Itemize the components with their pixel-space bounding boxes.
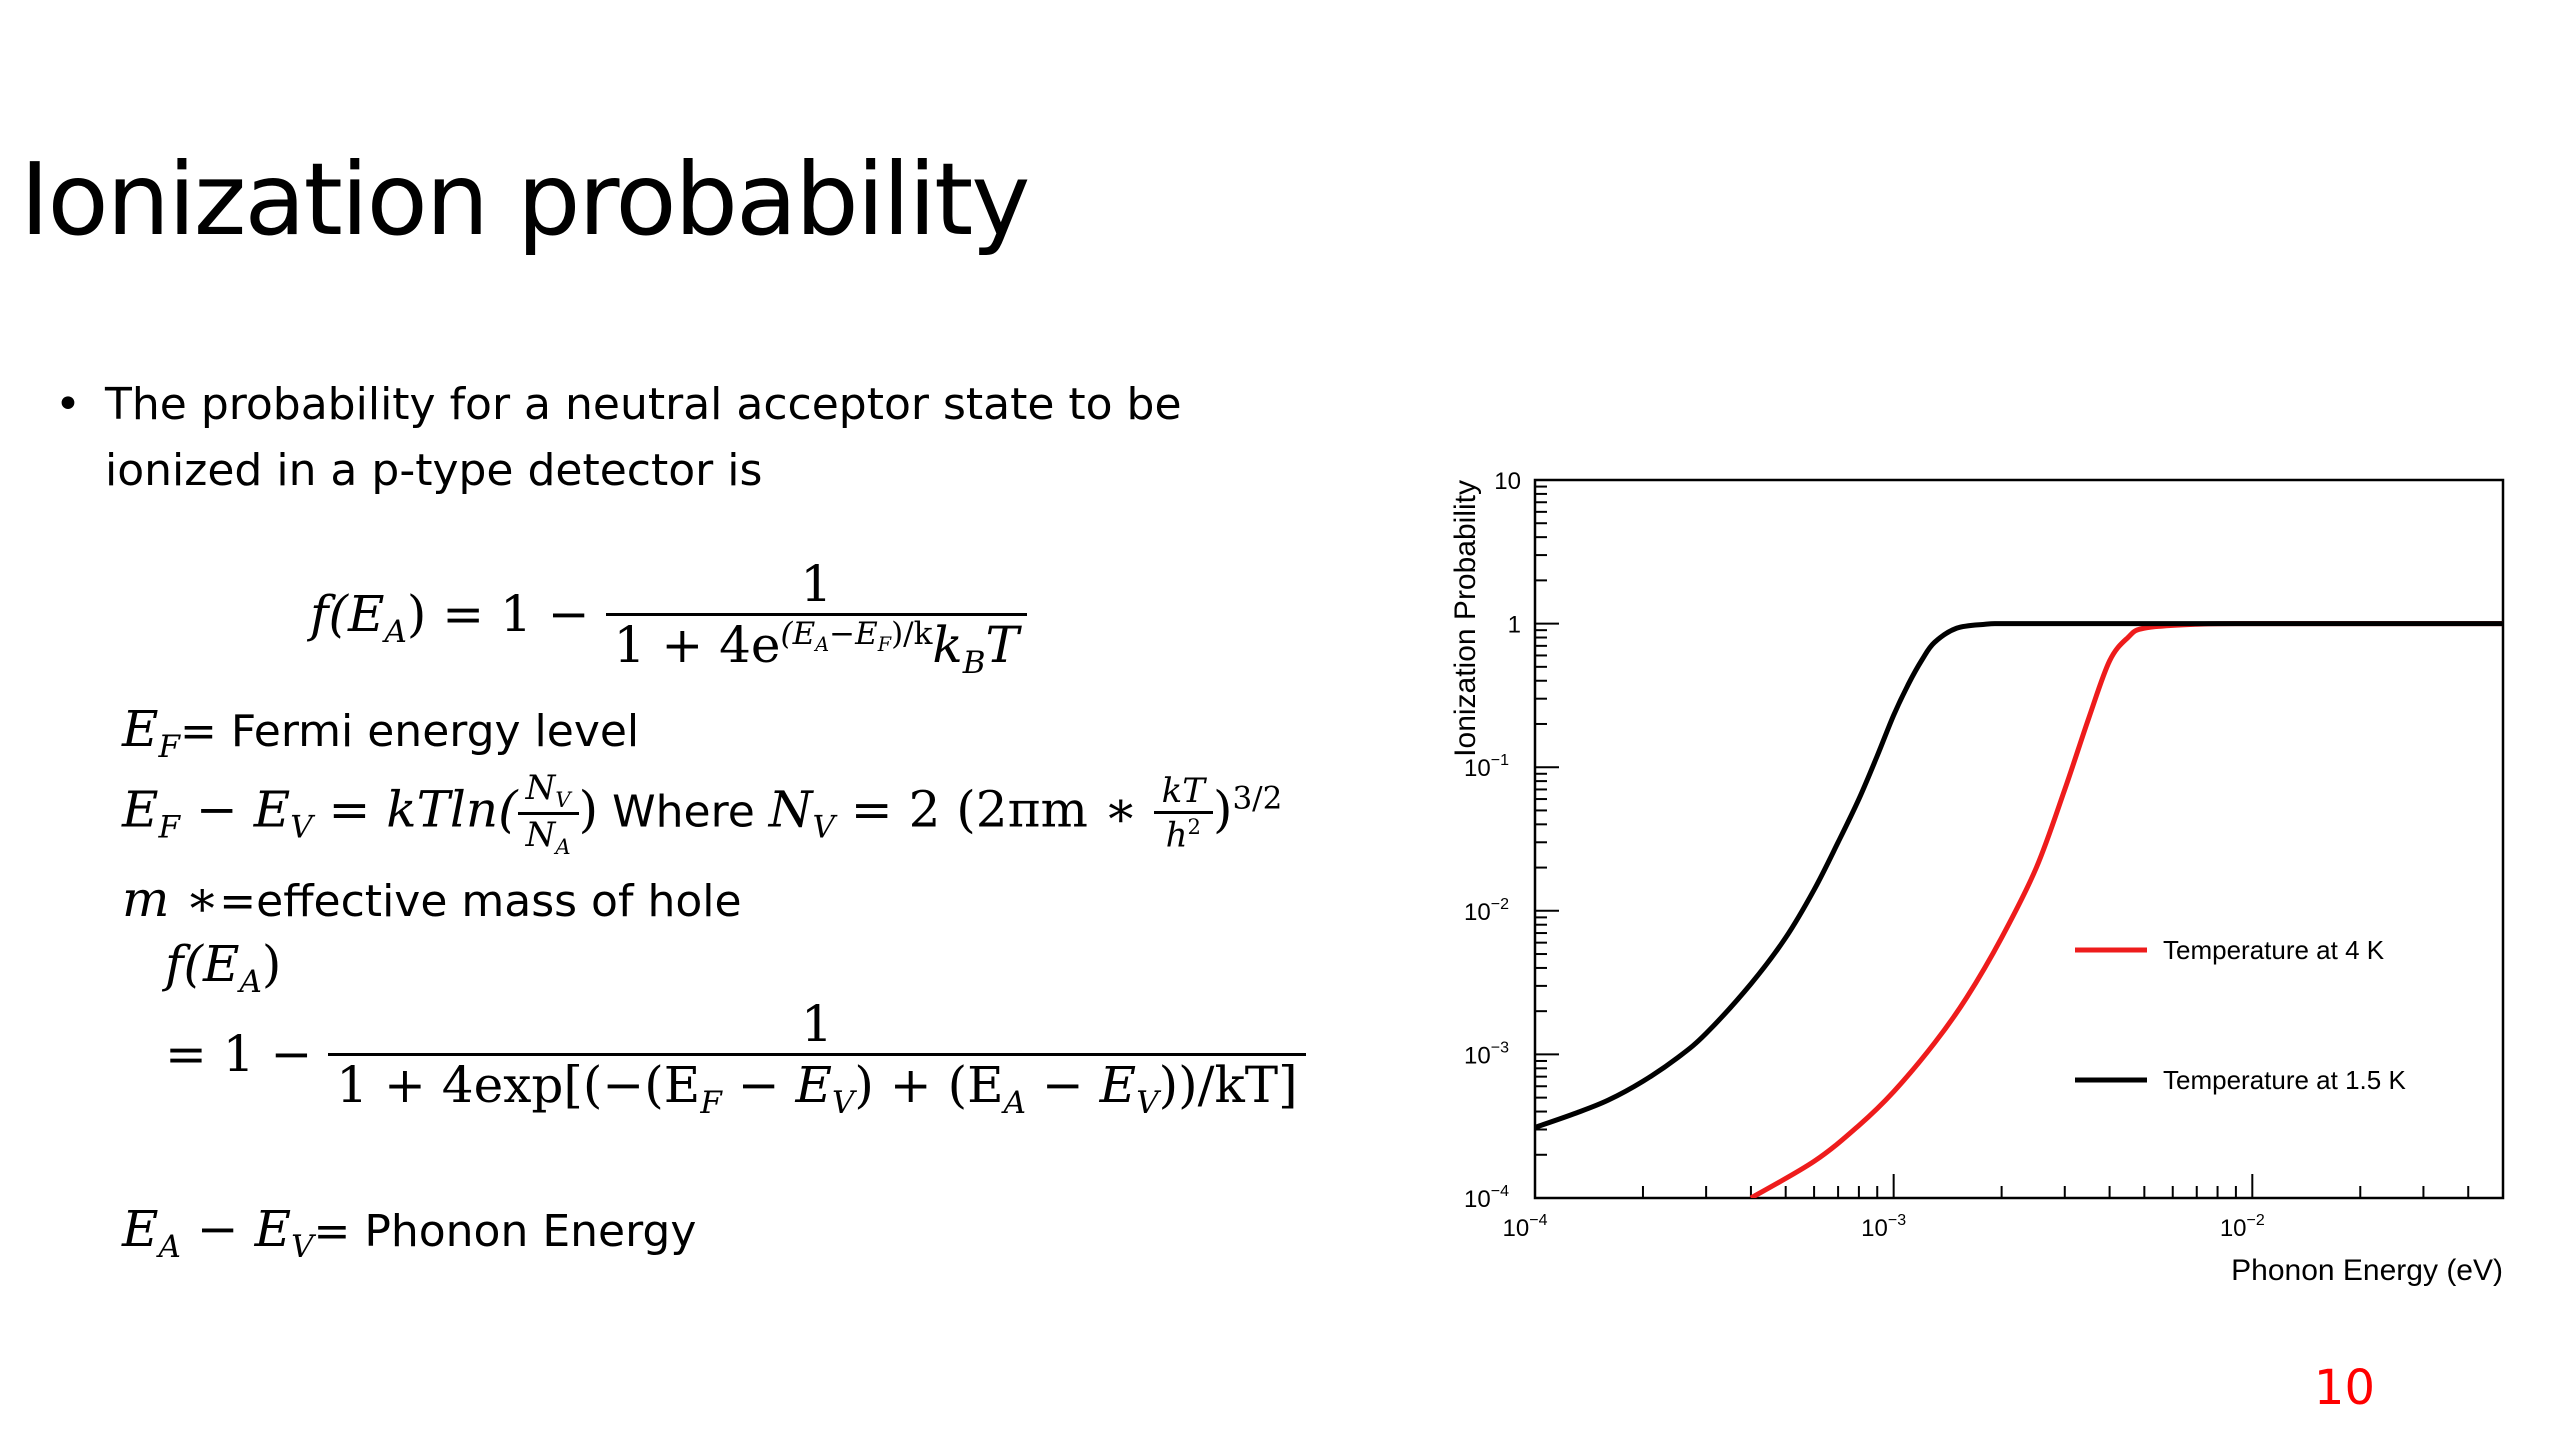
series-line xyxy=(1749,621,2503,1198)
series-line xyxy=(1535,621,2503,1130)
formula-ionization-probability: f(EA) = 1 − 1 1 + 4e(EA−EF)/kkBT xyxy=(310,555,1027,681)
bullet-point: • The probability for a neutral acceptor… xyxy=(55,372,1245,504)
x-tick-label: 10−3 xyxy=(1861,1212,1906,1242)
ionization-probability-chart: 10−4 10−3 10−2 10−4 10−3 10−2 10−1 1 10 Phonon En… xyxy=(1449,468,2505,1287)
y-tick-label: 10−2 xyxy=(1464,896,1509,926)
y-tick-label: 10−3 xyxy=(1464,1039,1509,1069)
formula-ionization-probability-expanded: = 1 − 1 1 + 4exp[(−(EF − EV) + (EA − EV)… xyxy=(165,995,1306,1121)
legend-label: Temperature at 4 K xyxy=(2163,935,2385,965)
y-tick-label: 1 xyxy=(1508,612,1521,639)
formula-ionization-probability-expanded-lhs: f(EA) xyxy=(165,935,282,1000)
plot-frame xyxy=(1533,478,2505,1200)
bullet-icon: • xyxy=(55,379,81,430)
fraction: 1 1 + 4exp[(−(EF − EV) + (EA − EV))/kT] xyxy=(328,995,1306,1121)
legend-label: Temperature at 1.5 K xyxy=(2163,1065,2406,1095)
phonon-energy-definition: EA − EV= Phonon Energy xyxy=(122,1200,697,1265)
page-number: 10 xyxy=(2313,1360,2375,1416)
y-tick-label: 10 xyxy=(1494,468,1521,495)
formula-fermi-valence: EF − EV = kTln(NV NA) Where NV = 2 (2πm ∗… xyxy=(122,768,1283,859)
fraction: 1 1 + 4e(EA−EF)/kkBT xyxy=(605,555,1027,681)
x-tick-label: 10−4 xyxy=(1503,1212,1548,1242)
fermi-energy-definition: EF= Fermi energy level xyxy=(122,700,640,765)
x-tick-label: 10−2 xyxy=(2220,1212,2265,1242)
slide-title: Ionization probability xyxy=(20,141,1030,258)
y-tick-label: 10−1 xyxy=(1464,752,1509,782)
y-tick-label: 10−4 xyxy=(1464,1183,1509,1213)
x-axis-label: Phonon Energy (eV) xyxy=(2231,1254,2503,1287)
y-axis-label: Ionization Probability xyxy=(1449,480,1482,757)
effective-mass-definition: m ∗=effective mass of hole xyxy=(122,870,742,928)
bullet-text: The probability for a neutral acceptor s… xyxy=(105,379,1182,496)
